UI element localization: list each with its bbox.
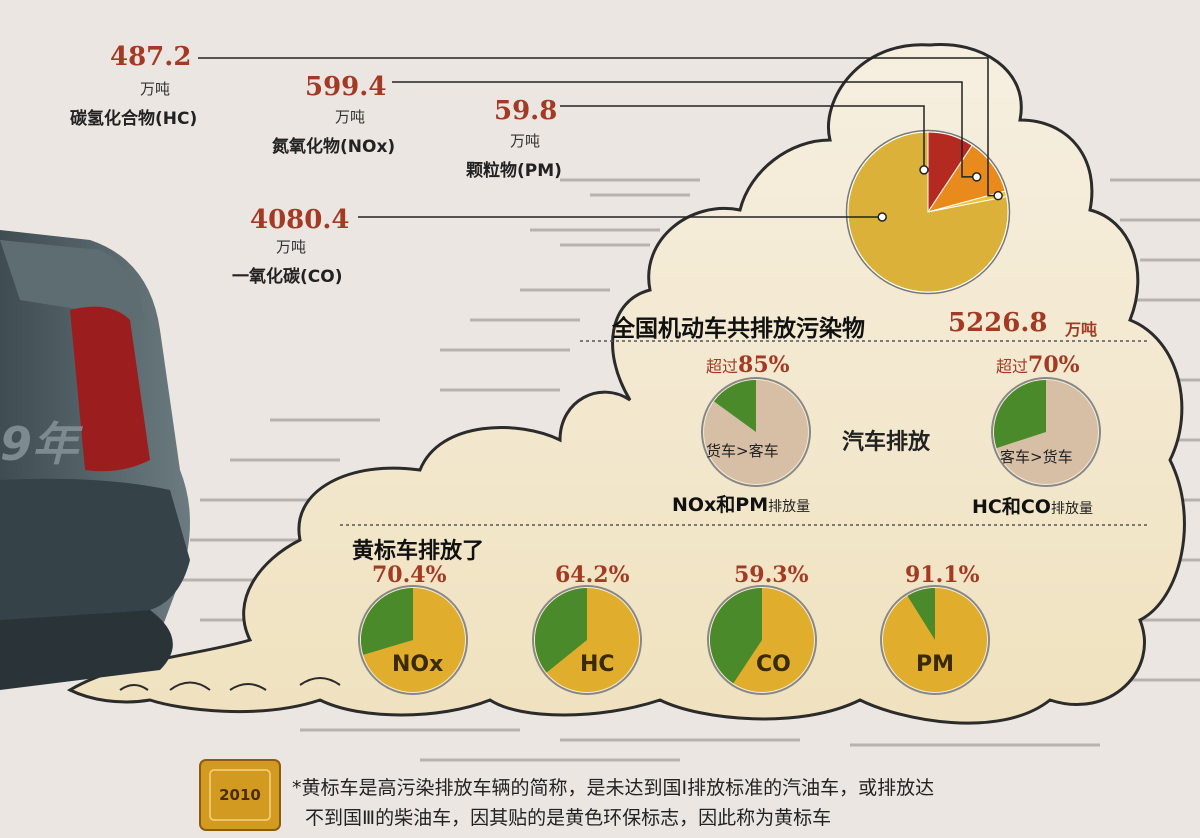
co-pie-label: CO — [756, 652, 791, 677]
hc-name: 碳氢化合物(HC) — [70, 109, 198, 129]
cloud-puffs — [119, 677, 341, 691]
co-value: 4080.4 — [250, 205, 350, 235]
car-pie-1-header: 超过85% — [706, 352, 790, 378]
main-pie — [845, 129, 1011, 295]
yl-pie-3-rest — [907, 588, 935, 640]
yl-pie-1-rest — [535, 588, 587, 673]
car-pie-2-header: 超过70% — [996, 352, 1080, 378]
car-pie-1-inside: 货车>客车 — [706, 442, 779, 460]
main-pie-slice-0 — [847, 131, 1009, 293]
car-pie-1-minor — [993, 380, 1046, 449]
yellow-label-title: 黄标车排放了 — [352, 539, 485, 564]
pm-share: 91.1% — [905, 562, 980, 588]
car-pie-2-caption: HC和CO排放量 — [972, 496, 1093, 518]
hc-unit: 万吨 — [140, 80, 171, 98]
hc-value: 487.2 — [110, 42, 192, 72]
pm-unit: 万吨 — [510, 132, 541, 150]
co-unit: 万吨 — [276, 238, 307, 256]
co-share: 59.3% — [734, 562, 809, 588]
leader-hc — [198, 57, 999, 197]
co-name: 一氧化碳(CO) — [232, 267, 343, 287]
total-unit: 万吨 — [1065, 320, 1098, 339]
yl-pie-2-rest — [709, 588, 762, 684]
footnote-line-2: 不到国Ⅲ的柴油车，因其贴的是黄色环保标志，因此称为黄标车 — [305, 807, 832, 829]
total-value: 5226.8 — [948, 308, 1048, 338]
yellow-label-badge: 2010 — [199, 759, 281, 831]
pm-pie-label: PM — [916, 652, 955, 677]
nox-value: 599.4 — [305, 72, 387, 102]
leader-lines — [198, 57, 1003, 222]
nox-name: 氮氧化物(NOx) — [272, 137, 396, 157]
tail-light — [70, 306, 150, 472]
leader-nox — [392, 81, 977, 178]
car-emission-label: 汽车排放 — [842, 430, 931, 455]
badge-year: 2010 — [219, 786, 261, 804]
pm-name: 颗粒物(PM) — [466, 161, 562, 181]
leader-dot-1 — [971, 172, 982, 182]
car-pie-1-caption: NOx和PM排放量 — [672, 494, 811, 516]
pm-value: 59.8 — [494, 96, 558, 126]
car-pie-0-minor — [713, 380, 756, 432]
nox-share: 70.4% — [372, 562, 447, 588]
car-year-text: 9年 — [0, 417, 83, 471]
car-pie-2-inside: 客车>货车 — [1000, 448, 1073, 466]
hc-share: 64.2% — [555, 562, 630, 588]
car-rear — [0, 230, 190, 690]
leader-dot-2 — [919, 165, 929, 175]
leader-pm — [560, 105, 925, 170]
nox-pie-label: NOx — [392, 652, 444, 677]
yellow-label-pies — [358, 585, 990, 695]
leader-dot-3 — [877, 212, 887, 222]
car-emission-pies — [701, 377, 1101, 487]
yl-pie-0-rest — [361, 588, 413, 655]
footnote-line-1: *黄标车是高污染排放车辆的简称，是未达到国Ⅰ排放标准的汽油车，或排放达 — [292, 777, 935, 799]
total-title: 全国机动车共排放污染物 — [612, 316, 865, 342]
nox-unit: 万吨 — [335, 108, 366, 126]
leader-dot-0 — [993, 190, 1003, 201]
hc-pie-label: HC — [580, 652, 615, 677]
